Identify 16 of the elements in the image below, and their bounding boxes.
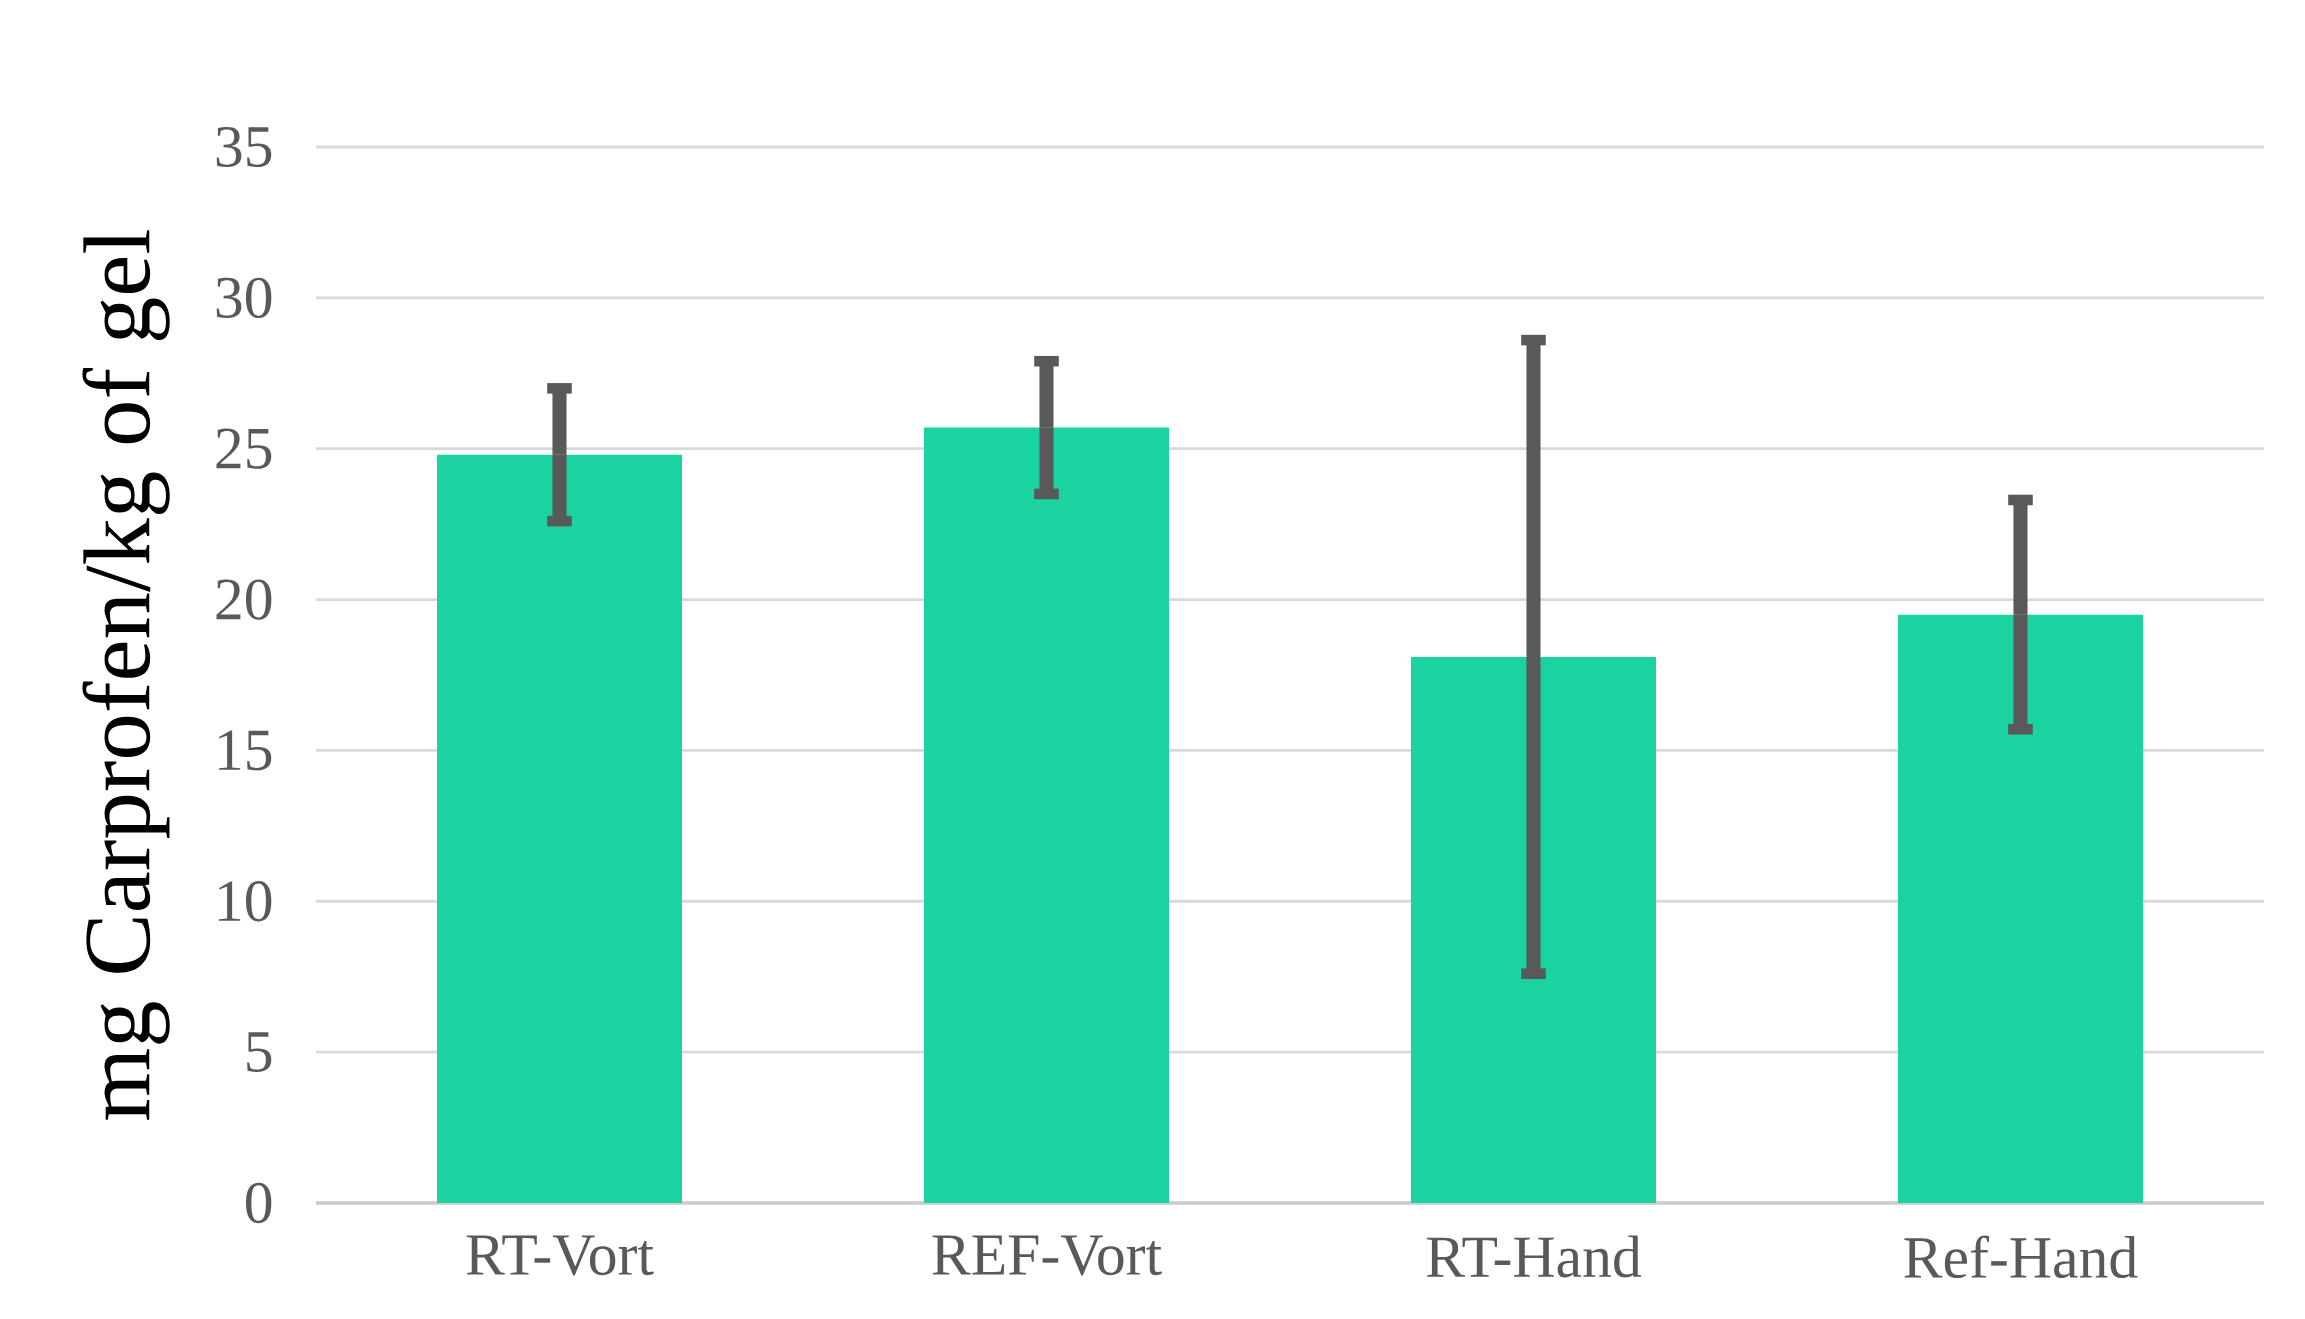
x-tick-label: Ref-Hand xyxy=(1904,1235,2138,1279)
y-tick-label: 0 xyxy=(245,1182,272,1224)
y-tick-label: 10 xyxy=(219,881,272,922)
y-tick-label: 30 xyxy=(216,277,272,319)
bar xyxy=(437,454,682,1203)
y-axis-title: mg Carprofen/kg of gel xyxy=(82,230,170,1120)
x-tick-label: REF-Vort xyxy=(932,1235,1162,1276)
y-tick-label: 25 xyxy=(216,428,272,469)
bar xyxy=(924,427,1169,1203)
y-tick-label: 35 xyxy=(216,126,272,168)
y-tick-label: 20 xyxy=(216,579,272,620)
y-tick-label: 5 xyxy=(247,1032,272,1072)
x-tick-label: RT-Vort xyxy=(466,1235,654,1276)
bar xyxy=(1897,614,2143,1203)
x-tick-label: RT-Hand xyxy=(1426,1235,1642,1278)
y-tick-label: 15 xyxy=(219,730,272,771)
